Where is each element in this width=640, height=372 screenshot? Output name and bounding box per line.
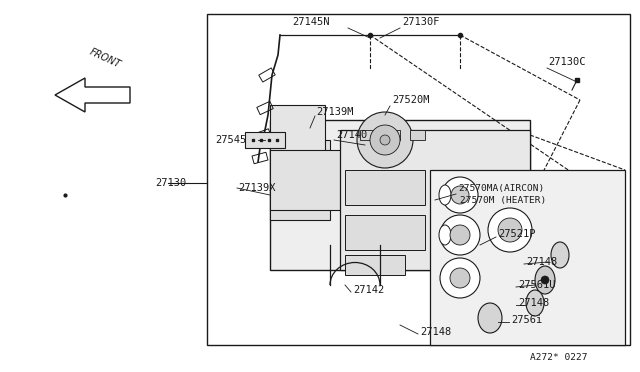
Text: 2756i: 2756i [511,315,542,325]
Text: 27130: 27130 [155,178,186,188]
Bar [430,170,625,345]
Circle shape [451,186,469,204]
Text: 27520M: 27520M [392,95,429,105]
Circle shape [370,125,400,155]
Bar [345,215,425,250]
Ellipse shape [439,225,451,245]
Text: 27545: 27545 [215,135,246,145]
Circle shape [450,268,470,288]
Bar [207,14,630,345]
Ellipse shape [526,290,544,316]
Ellipse shape [551,242,569,268]
Circle shape [440,215,480,255]
Bar [270,150,350,210]
Ellipse shape [535,266,555,294]
Bar [245,132,285,148]
Text: 27139X: 27139X [238,183,275,193]
Text: 27140: 27140 [336,130,367,140]
Circle shape [442,177,478,213]
Bar [345,255,405,275]
Circle shape [450,225,470,245]
Bar [270,105,325,155]
Circle shape [488,208,532,252]
Ellipse shape [439,185,451,205]
Text: 27521P: 27521P [498,229,536,239]
Bar [360,130,375,140]
Bar [270,140,330,220]
Text: 27570MA(AIRCON): 27570MA(AIRCON) [458,185,544,193]
Bar [385,130,400,140]
Bar [410,130,425,140]
Text: 27148: 27148 [420,327,451,337]
Text: 27561U: 27561U [518,280,556,290]
Text: 27142: 27142 [353,285,384,295]
Ellipse shape [478,303,502,333]
Text: FRONT: FRONT [88,47,122,70]
Circle shape [440,258,480,298]
Bar [345,170,425,205]
Bar [340,130,530,270]
Text: 27148: 27148 [526,257,557,267]
Text: 27148: 27148 [518,298,549,308]
Text: 27145N: 27145N [292,17,330,27]
Text: 27139M: 27139M [316,107,353,117]
Circle shape [498,218,522,242]
Text: 27130F: 27130F [402,17,440,27]
Bar [270,120,530,270]
Text: 27130C: 27130C [548,57,586,67]
Circle shape [541,276,549,284]
Text: 27570M (HEATER): 27570M (HEATER) [460,196,547,205]
Text: A272* 0227: A272* 0227 [530,353,588,362]
Circle shape [357,112,413,168]
Circle shape [380,135,390,145]
